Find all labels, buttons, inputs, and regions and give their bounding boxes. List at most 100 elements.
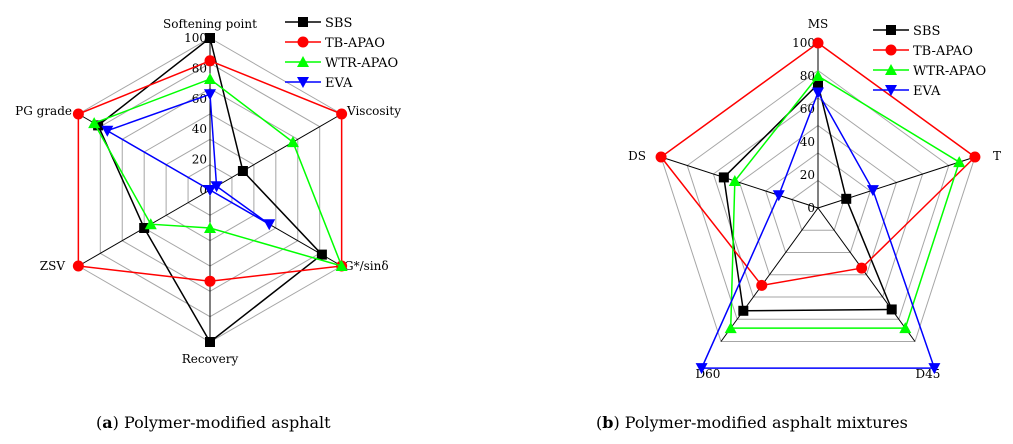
- data-point-wtr-apao: [204, 73, 216, 85]
- data-point-tb-apao: [72, 260, 84, 272]
- data-point-wtr-apao: [812, 70, 824, 81]
- data-point-sbs: [205, 33, 215, 43]
- axis-label-ds: DS: [628, 149, 646, 163]
- tick-label: 20: [192, 153, 207, 167]
- legend-marker: [885, 85, 897, 96]
- data-point-wtr-apao: [899, 322, 912, 334]
- axis-label-t: T: [993, 149, 1001, 163]
- grid-ring: [686, 69, 950, 320]
- axis-label-zsv: ZSV: [40, 259, 66, 273]
- series-line-wtr-apao: [729, 75, 961, 329]
- series-eva: [695, 87, 941, 375]
- data-point-sbs: [813, 79, 823, 90]
- legend-item-tb-apao: TB-APAO: [873, 44, 973, 59]
- data-point-wtr-apao: [335, 260, 348, 271]
- data-point-eva: [204, 185, 216, 196]
- grid-ring: [712, 97, 924, 298]
- data-point-eva: [866, 185, 879, 197]
- data-point-wtr-apao: [88, 117, 101, 129]
- legend-item-eva: EVA: [873, 84, 941, 99]
- radar-chart-b: 020406080100MSTD45D60DSSBSTB-APAOWTR-APA…: [596, 17, 1001, 432]
- legend-marker: [886, 25, 896, 35]
- grid-ring: [738, 124, 898, 276]
- legend-item-wtr-apao: WTR-APAO: [285, 56, 398, 71]
- data-point-eva: [812, 87, 824, 99]
- tick-label: 60: [800, 102, 815, 116]
- tick-label: 0: [807, 201, 815, 215]
- tick-label: 20: [800, 168, 815, 182]
- data-point-eva: [210, 181, 223, 193]
- legend: SBS TB-APAO WTR-APAO EVA: [285, 16, 398, 91]
- data-point-sbs: [718, 172, 729, 183]
- data-point-eva: [928, 363, 941, 375]
- legend-label: WTR-APAO: [325, 56, 398, 71]
- series-wtr-apao: [724, 70, 966, 334]
- legend-item-wtr-apao: WTR-APAO: [873, 64, 986, 79]
- grid-ring: [791, 179, 845, 231]
- series-line-tb-apao: [660, 42, 977, 287]
- axis-label-recovery: Recovery: [182, 352, 239, 366]
- legend-marker: [298, 17, 308, 27]
- legend-item-sbs: SBS: [873, 24, 940, 39]
- legend-marker: [297, 56, 309, 67]
- legend-marker: [885, 44, 897, 56]
- series-wtr-apao: [88, 73, 348, 271]
- axis-spoke: [660, 156, 819, 209]
- series-tb-apao: [655, 37, 981, 291]
- axis-label-pg-grade: PG grade: [15, 104, 72, 118]
- data-point-tb-apao: [812, 37, 824, 49]
- data-point-eva: [204, 89, 216, 101]
- axis-label-viscosity: Viscosity: [346, 104, 401, 118]
- data-point-wtr-apao: [724, 322, 737, 334]
- legend-item-eva: EVA: [285, 76, 353, 91]
- caption: (b) Polymer-modified asphalt mixtures: [596, 413, 908, 432]
- legend-marker: [297, 36, 309, 48]
- grid-ring: [765, 152, 871, 253]
- data-point-eva: [263, 219, 276, 231]
- data-point-eva: [772, 190, 785, 202]
- data-point-tb-apao: [336, 108, 348, 120]
- data-point-tb-apao: [856, 262, 868, 274]
- axis-spoke: [817, 207, 916, 342]
- legend-item-tb-apao: TB-APAO: [285, 36, 385, 51]
- data-point-sbs: [205, 337, 215, 347]
- series-line-eva: [105, 93, 270, 225]
- data-point-sbs: [139, 223, 150, 233]
- legend-item-sbs: SBS: [285, 16, 352, 31]
- data-point-tb-apao: [969, 151, 981, 163]
- legend-label: WTR-APAO: [913, 64, 986, 79]
- data-point-wtr-apao: [286, 136, 299, 148]
- series-line-eva: [700, 90, 936, 369]
- data-point-wtr-apao: [144, 218, 157, 230]
- legend-label: EVA: [325, 76, 353, 91]
- data-point-wtr-apao: [953, 156, 966, 168]
- data-point-sbs: [738, 305, 749, 316]
- legend-marker: [885, 64, 897, 75]
- axis-label-ms: MS: [808, 17, 829, 31]
- axis-spoke: [720, 207, 819, 342]
- tick-label: 80: [192, 61, 207, 75]
- caption: (a) Polymer-modified asphalt: [96, 413, 331, 432]
- data-point-tb-apao: [204, 55, 216, 67]
- legend-label: SBS: [325, 16, 352, 31]
- data-point-sbs: [886, 304, 897, 315]
- data-point-eva: [101, 125, 114, 137]
- data-point-eva: [695, 363, 708, 375]
- tick-label: 40: [800, 135, 815, 149]
- tick-label: 0: [199, 183, 207, 197]
- axis-spoke: [209, 113, 342, 191]
- legend-label: SBS: [913, 24, 940, 39]
- legend-label: EVA: [913, 84, 941, 99]
- tick-label: 100: [792, 36, 815, 50]
- tick-label: 80: [800, 69, 815, 83]
- axis-label-g-sin: G*/sinδ: [344, 259, 389, 273]
- legend-label: TB-APAO: [913, 44, 973, 59]
- series-line-sbs: [723, 82, 893, 312]
- tick-label: 100: [184, 31, 207, 45]
- data-point-sbs: [316, 249, 327, 260]
- axis-label-softening-point: Softening point: [163, 17, 257, 31]
- series-eva: [101, 89, 276, 231]
- data-point-wtr-apao: [728, 174, 741, 186]
